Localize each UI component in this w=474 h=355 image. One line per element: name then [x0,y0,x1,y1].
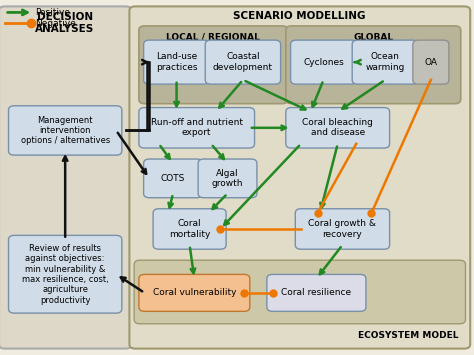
Text: GLOBAL: GLOBAL [354,33,393,42]
Text: Cyclones: Cyclones [303,58,344,67]
FancyBboxPatch shape [139,274,250,311]
Text: Negative: Negative [36,18,76,28]
Text: Land-use
practices: Land-use practices [156,53,197,72]
Text: Review of results
against objectives:
min vulnerability &
max resilience, cost,
: Review of results against objectives: mi… [22,244,109,305]
Text: Algal
growth: Algal growth [212,169,243,188]
Text: DECISION
ANALYSES: DECISION ANALYSES [35,12,94,34]
Text: COTS: COTS [161,174,185,183]
Text: Run-off and nutrient
export: Run-off and nutrient export [151,118,243,137]
Text: Coral vulnerability: Coral vulnerability [153,288,236,297]
FancyBboxPatch shape [153,209,226,249]
FancyBboxPatch shape [129,6,470,349]
Text: Ocean
warming: Ocean warming [365,53,405,72]
Text: Coral bleaching
and disease: Coral bleaching and disease [302,118,373,137]
Text: SCENARIO MODELLING: SCENARIO MODELLING [233,11,366,21]
FancyBboxPatch shape [267,274,366,311]
Text: Coral
mortality: Coral mortality [169,219,210,239]
FancyBboxPatch shape [144,40,210,84]
FancyBboxPatch shape [9,235,122,313]
Text: Coral growth &
recovery: Coral growth & recovery [309,219,376,239]
Text: Coastal
development: Coastal development [213,53,273,72]
FancyBboxPatch shape [9,106,122,155]
FancyBboxPatch shape [144,159,202,198]
FancyBboxPatch shape [139,108,255,148]
FancyBboxPatch shape [134,260,465,324]
FancyBboxPatch shape [205,40,281,84]
FancyBboxPatch shape [286,26,461,104]
FancyBboxPatch shape [139,26,288,104]
Text: Management
intervention
options / alternatives: Management intervention options / altern… [20,116,110,145]
Text: OA: OA [424,58,438,67]
Text: Positive: Positive [36,8,71,17]
FancyBboxPatch shape [295,209,390,249]
FancyBboxPatch shape [352,40,418,84]
FancyBboxPatch shape [291,40,356,84]
FancyBboxPatch shape [0,6,131,349]
Text: Coral resilience: Coral resilience [282,288,351,297]
FancyBboxPatch shape [198,159,257,198]
Text: LOCAL / REGIONAL: LOCAL / REGIONAL [166,33,260,42]
FancyBboxPatch shape [286,108,390,148]
Text: ECOSYSTEM MODEL: ECOSYSTEM MODEL [358,331,459,340]
FancyBboxPatch shape [413,40,449,84]
